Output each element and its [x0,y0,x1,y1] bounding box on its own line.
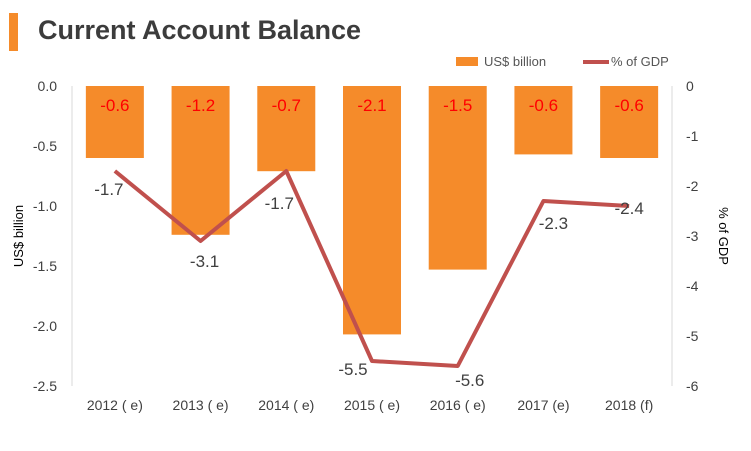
y2-tick-label: -2 [686,178,699,194]
x-tick-label: 2014 ( e) [258,397,314,413]
y-tick-label: -0.5 [33,138,57,154]
bar-data-label: -0.7 [272,96,301,115]
y2-tick-label: -3 [686,228,699,244]
y-tick-label: -2.5 [33,378,57,394]
bar [514,86,573,155]
line-data-label: -1.7 [265,194,294,213]
line-data-label: -2.3 [539,214,568,233]
line-data-label: -3.1 [190,252,219,271]
bar-data-label: -0.6 [529,96,558,115]
legend-bar-swatch [456,57,478,66]
y-tick-label: 0.0 [38,78,58,94]
bar [85,86,144,158]
line-data-label: -1.7 [94,180,123,199]
line-data-label: -5.6 [455,371,484,390]
line-data-label: -2.4 [614,199,643,218]
bar [428,86,487,270]
y2-tick-label: 0 [686,78,694,94]
bar-data-label: -0.6 [614,96,643,115]
y2-tick-label: -1 [686,128,699,144]
bar [171,86,230,235]
y-axis-title: US$ billion [11,205,26,267]
y-tick-label: -1.5 [33,258,57,274]
bar-data-label: -2.1 [357,96,386,115]
bar [343,86,401,335]
x-tick-label: 2012 ( e) [87,397,143,413]
x-tick-label: 2013 ( e) [173,397,229,413]
y-tick-label: -2.0 [33,318,57,334]
chart-title: Current Account Balance [38,15,362,45]
x-tick-label: 2017 (e) [517,397,569,413]
legend-bar-label: US$ billion [484,54,546,69]
bar-data-label: -1.5 [443,96,472,115]
y-tick-label: -1.0 [33,198,57,214]
y2-tick-label: -4 [686,278,699,294]
y2-axis-title: % of GDP [716,207,731,265]
title-accent-bar [9,13,18,51]
bar-data-label: -0.6 [100,96,129,115]
gdp-line [113,169,630,368]
bar [257,86,316,172]
x-tick-label: 2018 (f) [605,397,653,413]
legend-line-label: % of GDP [611,54,669,69]
bar-data-label: -1.2 [186,96,215,115]
x-tick-label: 2016 ( e) [430,397,486,413]
line-data-label: -5.5 [338,360,367,379]
y2-tick-label: -6 [686,378,699,394]
bar [600,86,659,158]
y2-tick-label: -5 [686,328,699,344]
x-tick-label: 2015 ( e) [344,397,400,413]
